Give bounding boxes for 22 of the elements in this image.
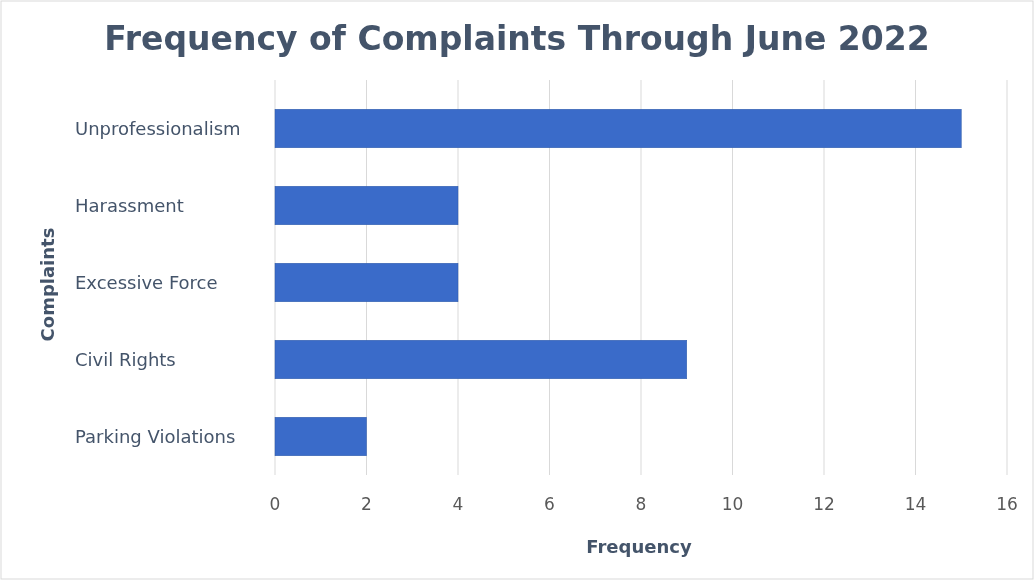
x-tick-label: 14: [904, 494, 927, 514]
y-axis-title: Complaints: [37, 227, 58, 342]
bar: [274, 417, 367, 456]
x-tick-label: 2: [361, 494, 372, 514]
y-tick-label: Civil Rights: [75, 348, 176, 370]
bar: [274, 263, 459, 302]
y-tick-label: Excessive Force: [75, 271, 218, 293]
bar: [274, 109, 962, 148]
y-tick-label: Harassment: [75, 194, 184, 216]
bar: [274, 186, 459, 225]
x-tick-label: 16: [996, 494, 1018, 514]
x-tick-label: 10: [721, 494, 744, 514]
y-tick-label: Unprofessionalism: [75, 117, 241, 139]
x-tick-label: 12: [813, 494, 835, 514]
x-tick-label: 8: [635, 494, 647, 514]
chart-title: Frequency of Complaints Through June 2022: [104, 19, 930, 58]
y-tick-label: Parking Violations: [75, 425, 236, 447]
x-axis-title: Frequency: [586, 536, 692, 557]
bar: [274, 340, 687, 379]
x-tick-label: 0: [269, 494, 281, 514]
x-tick-label: 4: [452, 494, 464, 514]
x-tick-label: 6: [544, 494, 555, 514]
